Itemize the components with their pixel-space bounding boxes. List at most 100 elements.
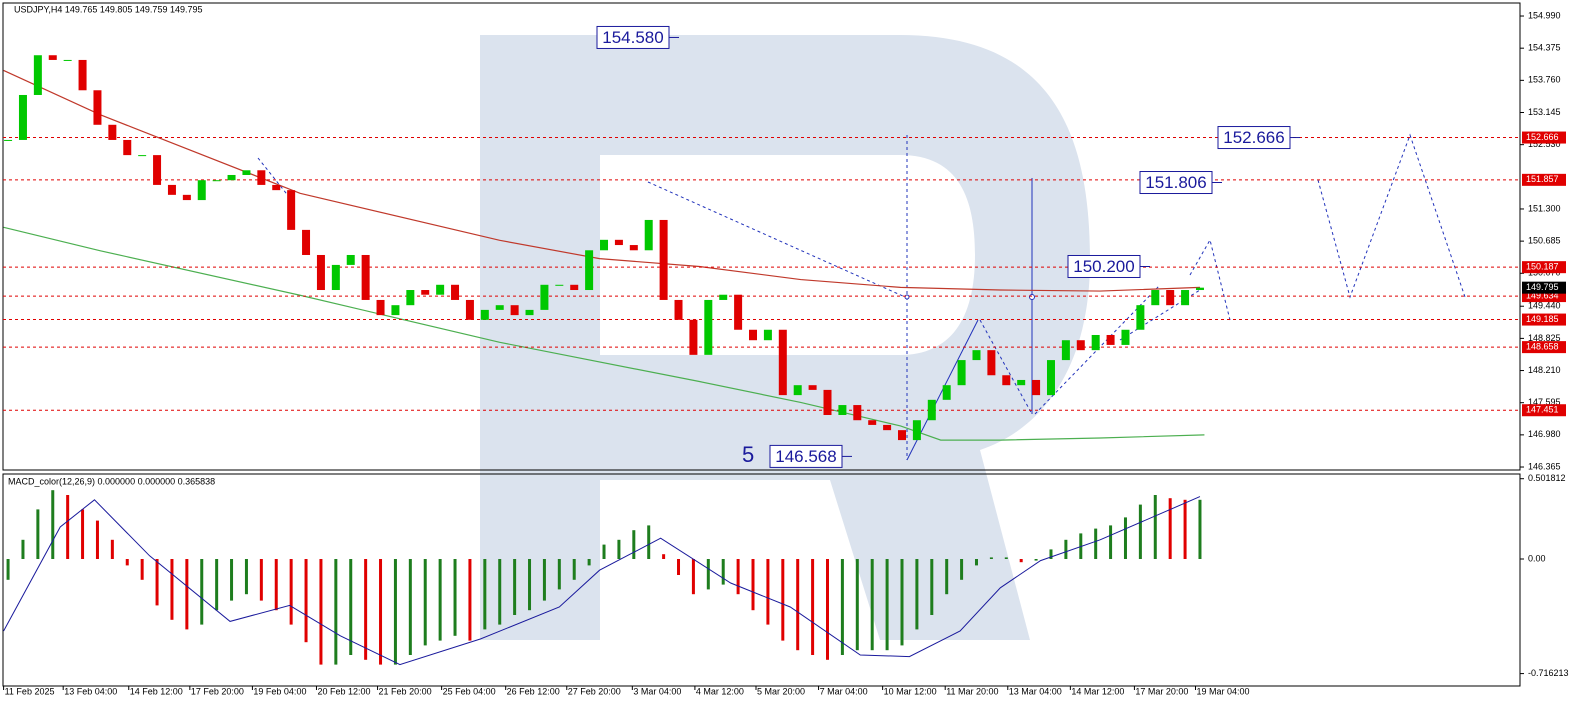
macd-bar: [289, 559, 293, 625]
macd-panel: [2, 473, 1521, 687]
macd-bar: [1109, 525, 1113, 559]
level-label: 150.187: [1526, 262, 1559, 272]
candle: [495, 305, 504, 310]
macd-bar: [826, 559, 830, 660]
macd-bar: [751, 559, 755, 611]
candle: [808, 385, 817, 390]
candle: [227, 174, 236, 181]
macd-bar: [781, 559, 785, 641]
level-label: 147.451: [1526, 405, 1559, 415]
macd-bar: [1123, 517, 1127, 559]
macd-bar: [304, 559, 308, 643]
macd-bar: [691, 559, 695, 595]
macd-bar: [21, 539, 25, 559]
level-tag: [1522, 313, 1566, 326]
macd-bar: [1138, 504, 1142, 559]
x-tick-label: 19 Feb 04:00: [253, 686, 306, 696]
candle: [644, 219, 653, 251]
candle: [763, 329, 772, 341]
macd-bar: [1004, 557, 1008, 559]
last-price-tag: [1522, 281, 1566, 294]
x-tick-label: 10 Mar 12:00: [884, 686, 937, 696]
x-tick-label: 17 Feb 20:00: [191, 686, 244, 696]
macd-bar: [95, 520, 99, 559]
candle: [376, 299, 385, 316]
x-tick-label: 11 Mar 20:00: [946, 686, 998, 696]
x-tick-label: 14 Mar 12:00: [1071, 686, 1124, 696]
candle: [912, 420, 921, 441]
candle: [48, 55, 57, 60]
candle: [123, 139, 132, 156]
candle: [674, 299, 683, 320]
x-tick-label: 17 Mar 20:00: [1135, 686, 1188, 696]
x-tick-label: 27 Feb 20:00: [568, 686, 621, 696]
candle: [883, 424, 892, 431]
candle: [793, 385, 802, 396]
macd-bar: [140, 559, 144, 580]
x-tick-label: 3 Mar 04:00: [633, 686, 681, 696]
candle: [570, 284, 579, 291]
candle: [257, 170, 266, 185]
candle: [823, 389, 832, 415]
candle: [1151, 290, 1160, 306]
y-tick-label: 148.825: [1528, 333, 1561, 343]
macd-bar: [423, 559, 427, 646]
x-tick-label: 13 Mar 04:00: [1009, 686, 1062, 696]
macd-bar: [170, 559, 174, 620]
macd-bar: [393, 559, 397, 665]
candle: [436, 284, 445, 295]
macd-bar: [1183, 499, 1187, 559]
candle: [78, 59, 87, 91]
level-label: 149.634: [1526, 290, 1559, 300]
y-tick-label: 153.760: [1528, 75, 1561, 85]
macd-bar: [721, 559, 725, 585]
macd-bar: [632, 530, 636, 559]
macd-bar: [960, 559, 964, 580]
watermark: [480, 35, 1090, 640]
macd-bar: [855, 559, 859, 651]
level-label: 149.185: [1526, 314, 1559, 324]
candle: [585, 250, 594, 291]
y-tick-label: 150.685: [1528, 236, 1561, 246]
candle: [957, 360, 966, 386]
candle: [93, 90, 102, 125]
candle: [897, 430, 906, 441]
macd-bar: [1019, 559, 1023, 563]
candle: [153, 155, 162, 185]
macd-bar: [155, 559, 159, 606]
candle: [704, 299, 713, 355]
macd-bar: [677, 559, 681, 575]
candle: [629, 245, 638, 251]
macd-bar: [870, 559, 874, 651]
moving-average: [3, 69, 1200, 292]
macd-bar: [974, 559, 978, 566]
macd-title: MACD_color(12,26,9) 0.000000 0.000000 0.…: [8, 476, 215, 486]
signal-line: [3, 496, 1201, 666]
candle: [272, 184, 281, 191]
candle: [1032, 379, 1041, 396]
x-tick-label: 20 Feb 12:00: [317, 686, 370, 696]
macd-bar: [438, 559, 442, 641]
macd-bar: [468, 559, 472, 641]
candle: [361, 254, 370, 300]
candle: [302, 229, 311, 255]
macd-bar: [453, 559, 457, 636]
macd-bar: [1198, 499, 1202, 559]
candle: [838, 405, 847, 415]
macd-bar: [230, 559, 234, 601]
macd-bar: [274, 559, 278, 611]
level-label: 148.658: [1526, 341, 1559, 351]
candle: [1181, 290, 1190, 306]
candle: [391, 305, 400, 316]
macd-bar: [498, 559, 502, 625]
candle: [734, 294, 743, 330]
macd-bar: [840, 559, 844, 655]
macd-bar: [6, 559, 10, 580]
x-tick-label: 21 Feb 20:00: [379, 686, 432, 696]
candle: [242, 170, 251, 175]
y-tick-label: 152.530: [1528, 139, 1561, 149]
macd-bar: [110, 539, 114, 559]
macd-bar: [736, 559, 740, 595]
macd-bar: [259, 559, 263, 601]
macd-bar: [408, 559, 412, 655]
